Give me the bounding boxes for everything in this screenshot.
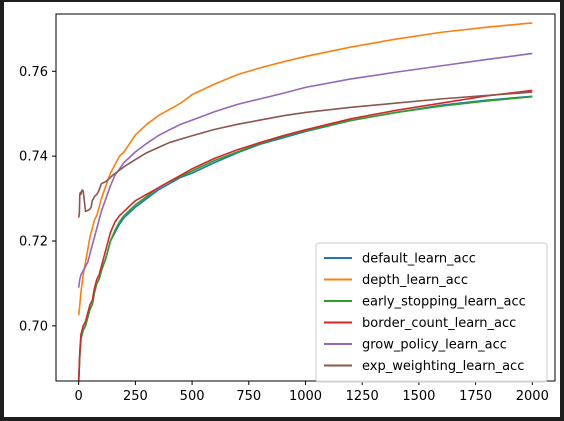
x-tick-label: 750: [236, 389, 261, 404]
series-line-grow-policy-learn-acc: [77, 52, 533, 288]
y-tick-label: 0.70: [19, 319, 48, 334]
line-chart: 0 250 500 750 1000 1250 1500 1750 2000 0.70 0.72 0.…: [19, 13, 556, 404]
x-tick-label: 1000: [289, 389, 322, 404]
series-line-exp-weighting-learn-acc: [77, 91, 533, 218]
legend-label: default_learn_acc: [362, 252, 476, 267]
legend: default_learn_acc depth_learn_acc early_st…: [315, 242, 548, 383]
y-tick-label: 0.76: [19, 65, 48, 80]
legend-label: exp_weighting_learn_acc: [362, 359, 524, 374]
legend-label: border_count_learn_acc: [362, 316, 516, 331]
x-tick-label: 1750: [459, 389, 492, 404]
legend-label: depth_learn_acc: [362, 273, 468, 288]
x-tick-label: 250: [123, 389, 148, 404]
x-tick-label: 1250: [346, 389, 379, 404]
y-tick-label: 0.72: [19, 234, 48, 249]
legend-label: grow_policy_learn_acc: [362, 338, 507, 353]
series-line-early-stopping-learn-acc: [77, 95, 533, 382]
x-tick-label: 0: [75, 389, 83, 404]
legend-label: early_stopping_learn_acc: [362, 295, 526, 310]
axis-ticks: 0 250 500 750 1000 1250 1500 1750 2000 0.70 0.72 0.…: [19, 65, 549, 404]
y-tick-label: 0.74: [19, 150, 48, 165]
figure-canvas: 0 250 500 750 1000 1250 1500 1750 2000 0.70 0.72 0.…: [4, 2, 560, 417]
series-lines: [77, 22, 533, 382]
series-line-border-count-learn-acc: [77, 89, 533, 382]
x-tick-label: 2000: [516, 389, 549, 404]
series-line-depth-learn-acc: [77, 22, 533, 316]
x-tick-label: 500: [180, 389, 205, 404]
legend-box: [315, 242, 548, 383]
x-tick-label: 1500: [402, 389, 435, 404]
